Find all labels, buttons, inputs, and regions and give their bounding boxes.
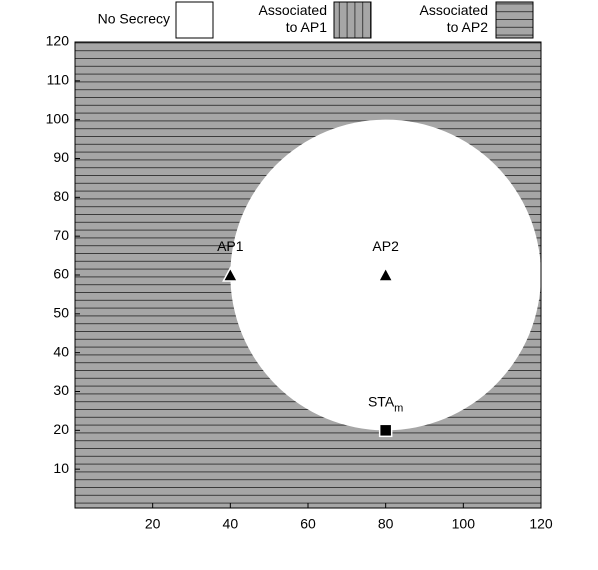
point-label: STAm — [368, 393, 403, 414]
point-label: AP2 — [372, 238, 399, 254]
point-label-text: AP2 — [372, 238, 399, 254]
y-tick-label: 110 — [47, 72, 70, 88]
y-tick-label: 90 — [53, 149, 69, 165]
x-tick-label: 20 — [145, 516, 161, 532]
y-tick-label: 20 — [53, 421, 69, 437]
y-tick-label: 70 — [53, 227, 69, 243]
point-marker — [378, 423, 393, 438]
x-tick-label: 60 — [300, 516, 316, 532]
point-label-text: AP1 — [217, 238, 244, 254]
point-label: AP1 — [217, 238, 244, 254]
legend-label: No Secrecy — [98, 11, 170, 27]
x-tick-label: 100 — [452, 516, 476, 532]
legend-swatch — [495, 1, 534, 39]
y-tick-label: 40 — [53, 343, 69, 359]
y-tick-label: 80 — [53, 188, 69, 204]
y-tick-label: 50 — [53, 305, 69, 321]
point-label-text: STA — [368, 393, 395, 409]
y-tick-label: 30 — [53, 382, 69, 398]
y-tick-label: 60 — [53, 266, 69, 282]
point-label-subscript: m — [394, 402, 403, 414]
y-tick-label: 120 — [46, 33, 70, 49]
point-marker — [377, 266, 394, 282]
x-tick-label: 40 — [223, 516, 239, 532]
x-tick-label: 120 — [529, 516, 553, 532]
legend-swatch — [333, 1, 372, 39]
x-tick-label: 80 — [378, 516, 394, 532]
legend-label: Associated — [259, 2, 327, 18]
legend-label: to AP2 — [447, 19, 488, 35]
y-tick-label: 100 — [46, 110, 70, 126]
point-marker — [222, 266, 239, 282]
legend-swatch — [175, 1, 214, 39]
legend-label: to AP1 — [286, 19, 327, 35]
y-tick-label: 10 — [53, 460, 69, 476]
plot-area — [75, 42, 541, 508]
legend-label: Associated — [420, 2, 488, 18]
